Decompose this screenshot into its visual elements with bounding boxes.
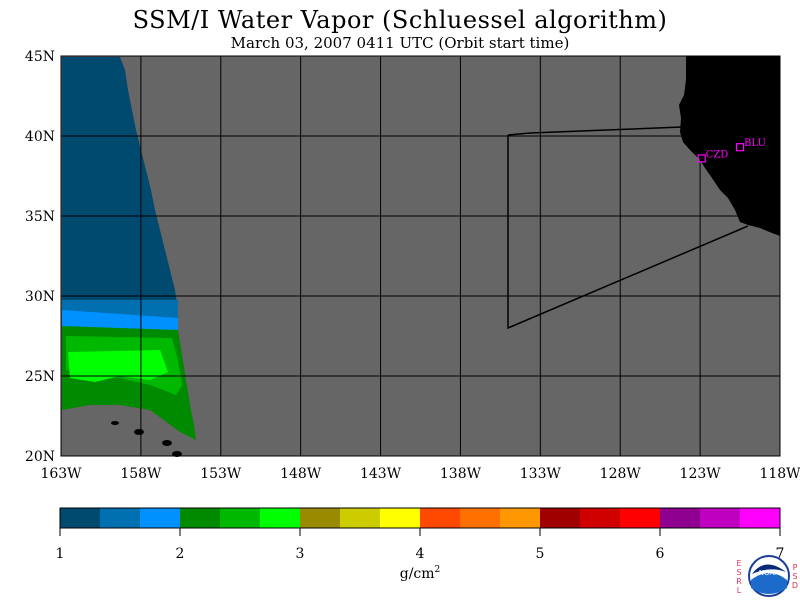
- logo-letter-left: E: [736, 559, 741, 568]
- colorbar-swatch: [500, 508, 541, 528]
- colorbar-swatch: [140, 508, 181, 528]
- colorbar-unit: g/cm2: [400, 565, 441, 582]
- colorbar-swatch: [60, 508, 101, 528]
- colorbar-swatch: [220, 508, 261, 528]
- map-frame: [60, 55, 781, 457]
- colorbar-swatch: [580, 508, 621, 528]
- lat-tick-label: 25N: [25, 369, 55, 385]
- logo-letter-left: S: [736, 568, 741, 577]
- lon-tick-label: 148W: [280, 466, 322, 482]
- lat-tick-label: 20N: [25, 449, 55, 465]
- longitude-axis: 163W 158W 153W 148W 143W 138W 133W 128W 123W 118W: [40, 466, 800, 482]
- colorbar-swatch: [460, 508, 501, 528]
- noaa-logo-bird: [752, 564, 786, 574]
- land-north-america: [679, 56, 780, 236]
- logo-letter-right: S: [792, 572, 797, 581]
- logo-letter-right: P: [793, 563, 798, 572]
- colorbar-swatch: [660, 508, 701, 528]
- colorbar: 1 2 3 4 5 6 7: [56, 507, 785, 562]
- station-label: BLU: [744, 138, 766, 149]
- colorbar-tick-label: 4: [416, 546, 425, 562]
- colorbar-swatch: [260, 508, 301, 528]
- colorbar-swatch: [700, 508, 741, 528]
- lon-tick-label: 158W: [120, 466, 162, 482]
- swath-low-vapor: [62, 57, 178, 310]
- colorbar-swatch: [740, 508, 781, 528]
- logo-letter-right: D: [792, 581, 798, 590]
- map-title: SSM/I Water Vapor (Schluessel algorithm): [132, 6, 668, 34]
- lon-tick-label: 143W: [360, 466, 402, 482]
- lat-tick-label: 45N: [25, 49, 55, 65]
- swath-band-green-bright: [68, 350, 168, 382]
- colorbar-swatch: [380, 508, 421, 528]
- lon-tick-label: 163W: [40, 466, 82, 482]
- station-marker: [735, 143, 745, 152]
- colorbar-swatch: [420, 508, 461, 528]
- station-markers: CZD BLU: [697, 138, 766, 163]
- lat-tick-label: 35N: [25, 209, 55, 225]
- latitude-axis: 45N 40N 35N 30N 25N 20N: [25, 49, 55, 465]
- colorbar-swatch: [620, 508, 661, 528]
- colorbar-swatch: [300, 508, 341, 528]
- colorbar-tick-label: 2: [176, 546, 185, 562]
- colorbar-tick-label: 7: [776, 546, 785, 562]
- outline-track: [507, 126, 749, 330]
- unit-superscript: 2: [435, 565, 441, 575]
- logo-letter-left: L: [737, 586, 742, 595]
- colorbar-tick-label: 6: [656, 546, 665, 562]
- lon-tick-label: 133W: [520, 466, 562, 482]
- lon-tick-label: 118W: [759, 466, 800, 482]
- lon-tick-label: 138W: [440, 466, 482, 482]
- map-subtitle: March 03, 2007 0411 UTC (Orbit start tim…: [230, 34, 570, 52]
- unit-text: g/cm: [400, 566, 435, 582]
- colorbar-swatch: [340, 508, 381, 528]
- colorbar-swatch: [180, 508, 221, 528]
- lat-tick-label: 40N: [25, 129, 55, 145]
- map-panel: CZD BLU: [60, 55, 781, 457]
- colorbar-tick-label: 1: [56, 546, 65, 562]
- noaa-logo-wave: [751, 573, 787, 594]
- colorbar-tick-label: 3: [296, 546, 305, 562]
- noaa-logo-text: NOAA: [759, 569, 780, 577]
- colorbar-tick-label: 5: [536, 546, 545, 562]
- colorbar-swatch: [100, 508, 141, 528]
- lon-tick-label: 123W: [680, 466, 722, 482]
- station-marker: [697, 154, 706, 163]
- colorbar-swatch: [540, 508, 581, 528]
- station-label: CZD: [706, 149, 729, 160]
- logo-letter-left: R: [736, 577, 742, 586]
- lon-tick-label: 153W: [200, 466, 242, 482]
- lon-tick-label: 128W: [600, 466, 642, 482]
- lat-tick-label: 30N: [25, 289, 55, 305]
